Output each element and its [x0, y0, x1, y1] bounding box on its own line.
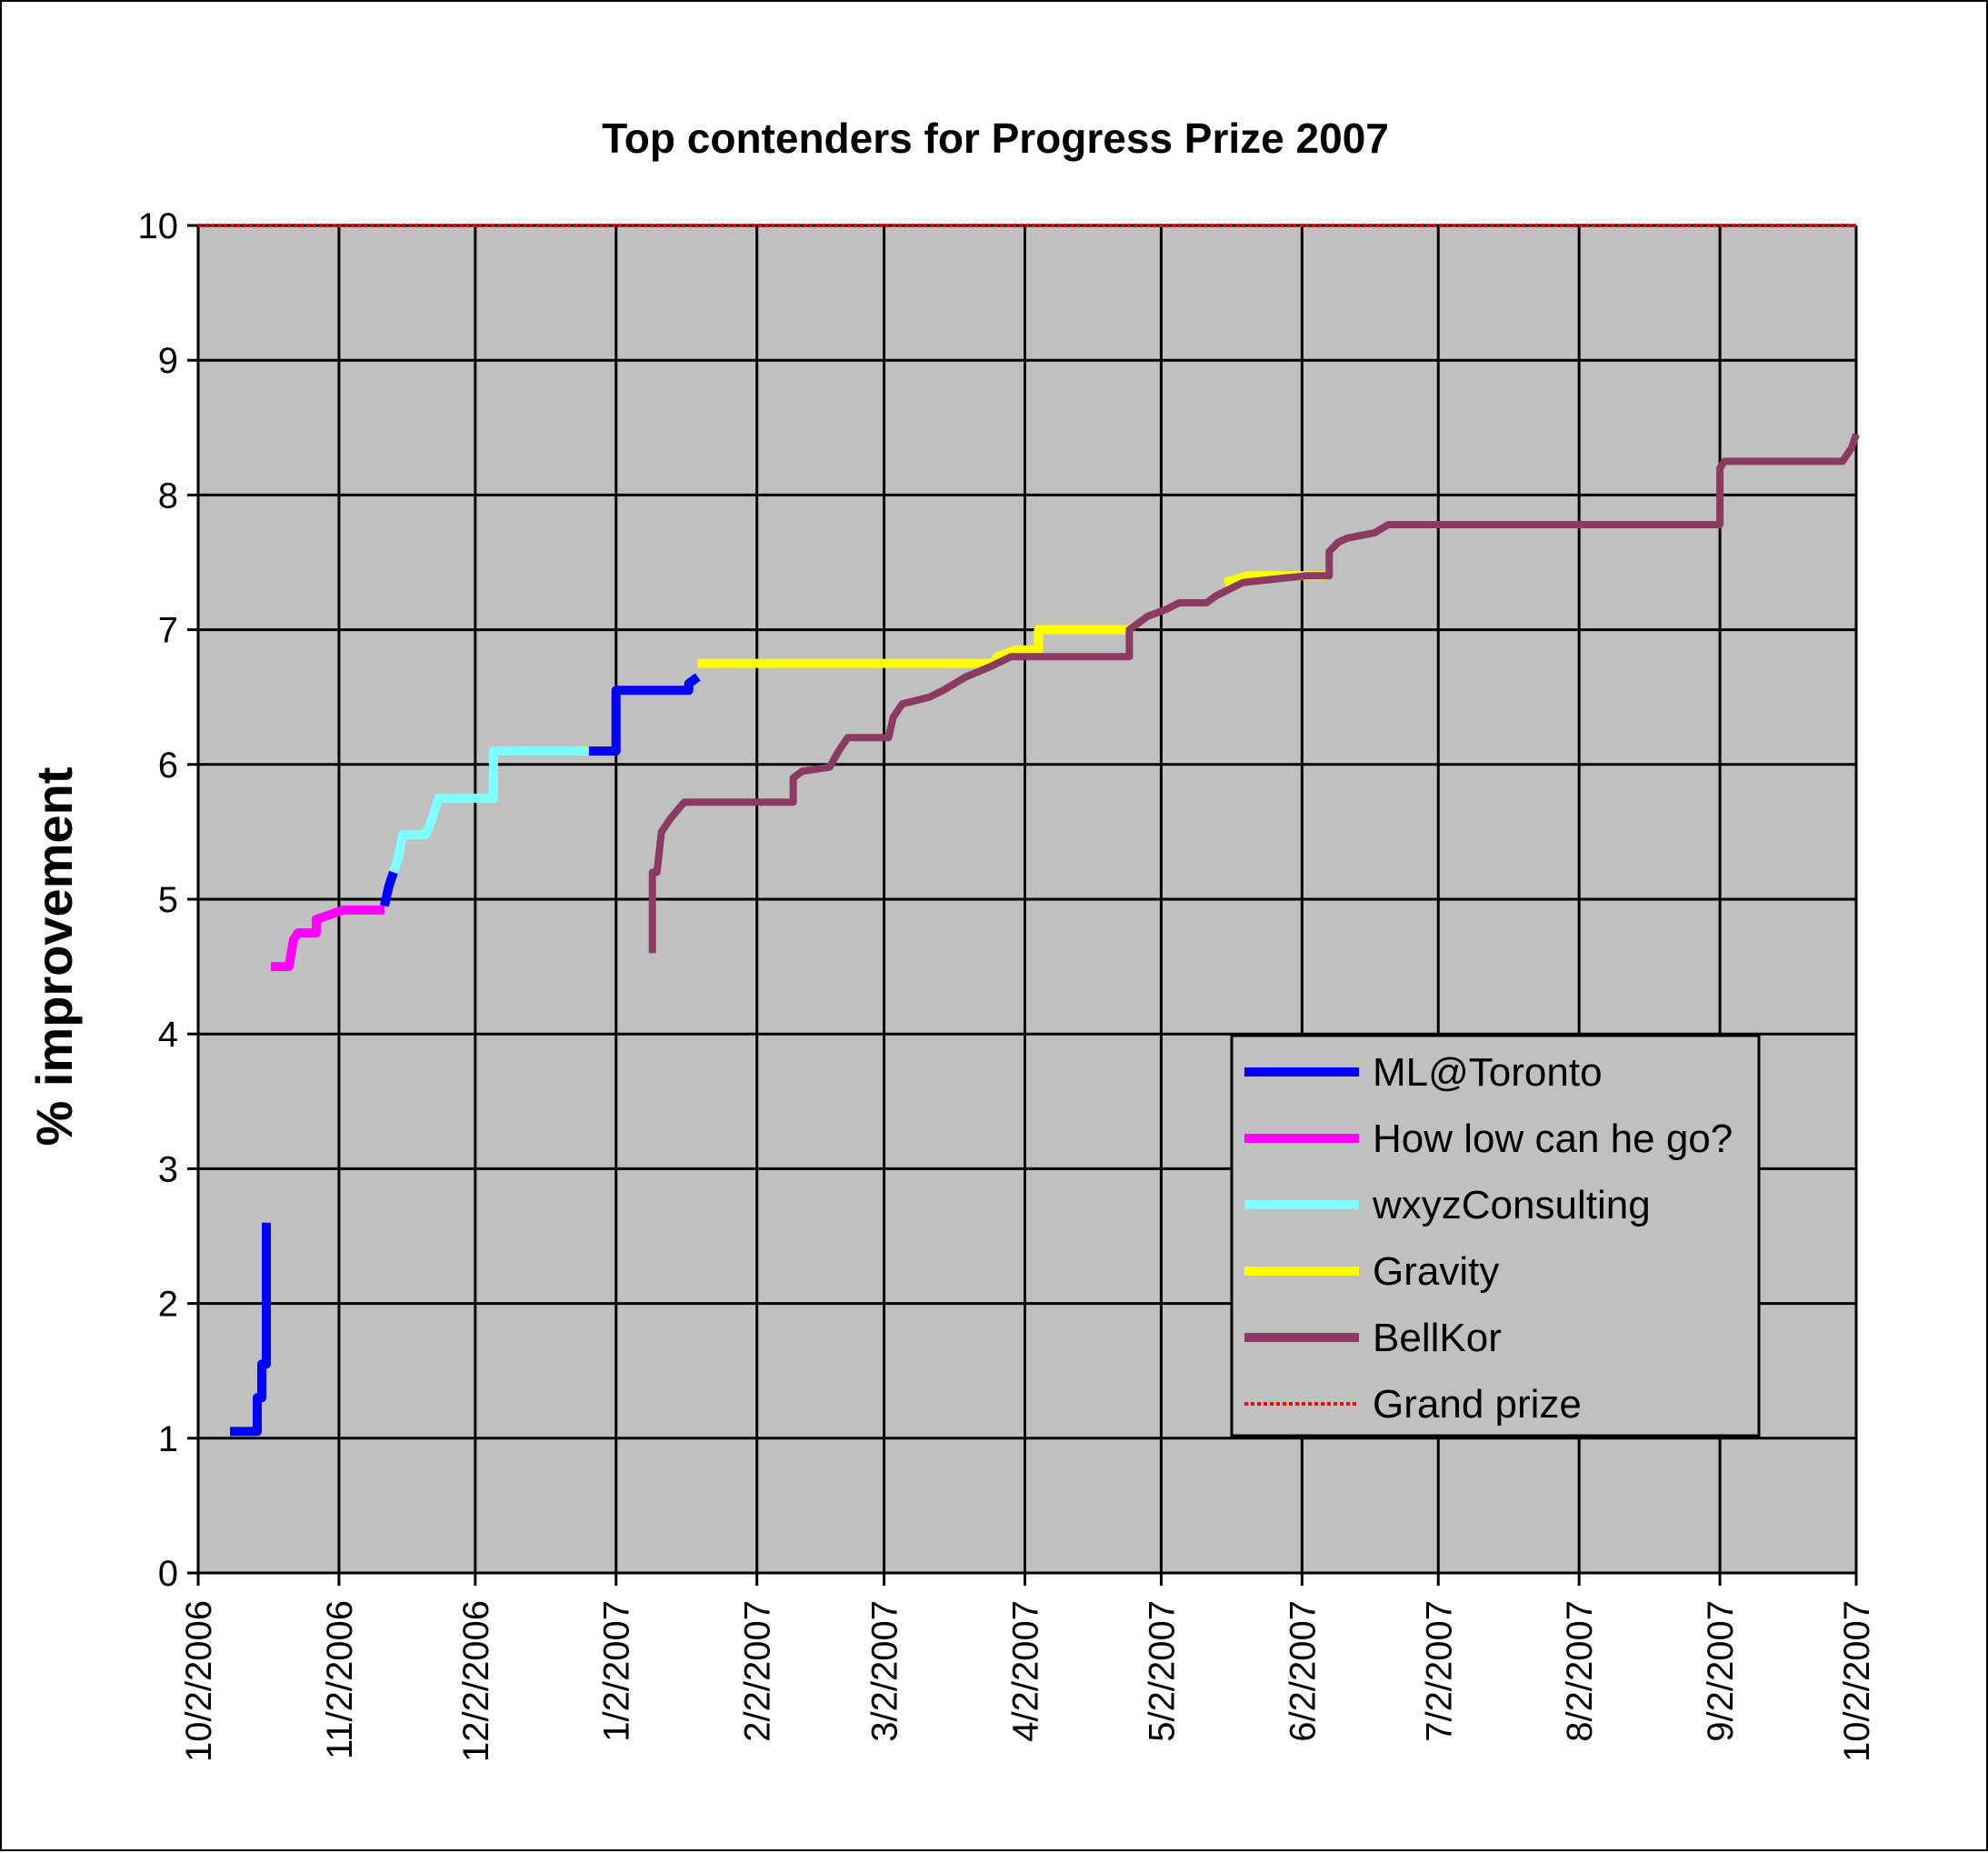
x-tick-label: 3/2/2007	[865, 1600, 905, 1742]
x-tick-label: 2/2/2007	[738, 1600, 778, 1742]
chart-title: Top contenders for Progress Prize 2007	[602, 115, 1389, 162]
y-axis-label: % improvement	[25, 767, 83, 1147]
series-line-how-low-can-he-go	[271, 905, 385, 972]
x-tick-label: 10/2/2006	[179, 1600, 219, 1762]
y-tick-label: 8	[158, 476, 178, 516]
x-tick-label: 8/2/2007	[1560, 1600, 1600, 1742]
y-tick-label: 10	[138, 206, 179, 246]
y-tick-label: 2	[158, 1285, 178, 1325]
legend-label-wxyzconsulting: wxyzConsulting	[1372, 1183, 1651, 1227]
x-tick-label: 5/2/2007	[1142, 1600, 1182, 1742]
x-tick-label: 6/2/2007	[1283, 1600, 1323, 1742]
series-line-ml-toronto	[230, 673, 701, 1437]
legend-label-gravity: Gravity	[1373, 1249, 1499, 1294]
legend-label-bellkor: BellKor	[1373, 1316, 1502, 1360]
x-tick-label: 7/2/2007	[1419, 1600, 1459, 1742]
y-tick-label: 6	[158, 746, 178, 786]
plot-area: 0 1 2 3 4 5 6 7 8 9 10 10/2/2006 11/2/2006 12/2/2006 1…	[138, 206, 1878, 1762]
y-tick-label: 1	[158, 1419, 178, 1459]
y-tick-label: 7	[158, 611, 178, 651]
series-line-wxyzconsulting	[389, 746, 589, 874]
y-tick-label: 9	[158, 341, 178, 381]
legend-box	[1230, 1034, 1761, 1437]
series-line-bellkor	[648, 433, 1860, 954]
x-tick-label: 9/2/2007	[1701, 1600, 1741, 1742]
x-tick-label: 12/2/2006	[456, 1600, 496, 1762]
x-tick-label: 4/2/2007	[1006, 1600, 1046, 1742]
y-tick-label: 4	[158, 1015, 178, 1055]
x-tick-label: 1/2/2007	[597, 1600, 637, 1742]
x-tick-label: 10/2/2007	[1837, 1600, 1877, 1762]
legend: ML@Toronto How low can he go? wxyzConsulti…	[1230, 1034, 1761, 1437]
legend-label-how-low-can-he-go: How low can he go?	[1373, 1117, 1733, 1161]
y-tick-label: 0	[158, 1554, 178, 1594]
legend-label-ml-toronto: ML@Toronto	[1373, 1050, 1603, 1095]
legend-label-grand-prize: Grand prize	[1373, 1382, 1582, 1427]
y-tick-label: 3	[158, 1149, 178, 1189]
y-tick-label: 5	[158, 880, 178, 920]
x-tick-label: 11/2/2006	[320, 1600, 360, 1759]
